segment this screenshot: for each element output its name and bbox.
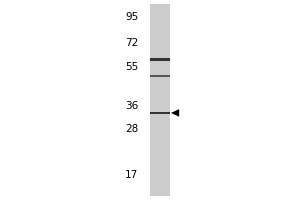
Text: 17: 17 [125, 170, 138, 180]
Text: 28: 28 [125, 124, 138, 134]
Bar [150, 75, 170, 77]
Polygon shape [171, 109, 179, 117]
Bar [150, 112, 170, 114]
Bar [150, 4, 170, 196]
Text: 36: 36 [125, 101, 138, 111]
Bar [150, 58, 170, 61]
Text: 95: 95 [125, 12, 138, 22]
Text: 55: 55 [125, 62, 138, 72]
Text: 72: 72 [125, 38, 138, 48]
